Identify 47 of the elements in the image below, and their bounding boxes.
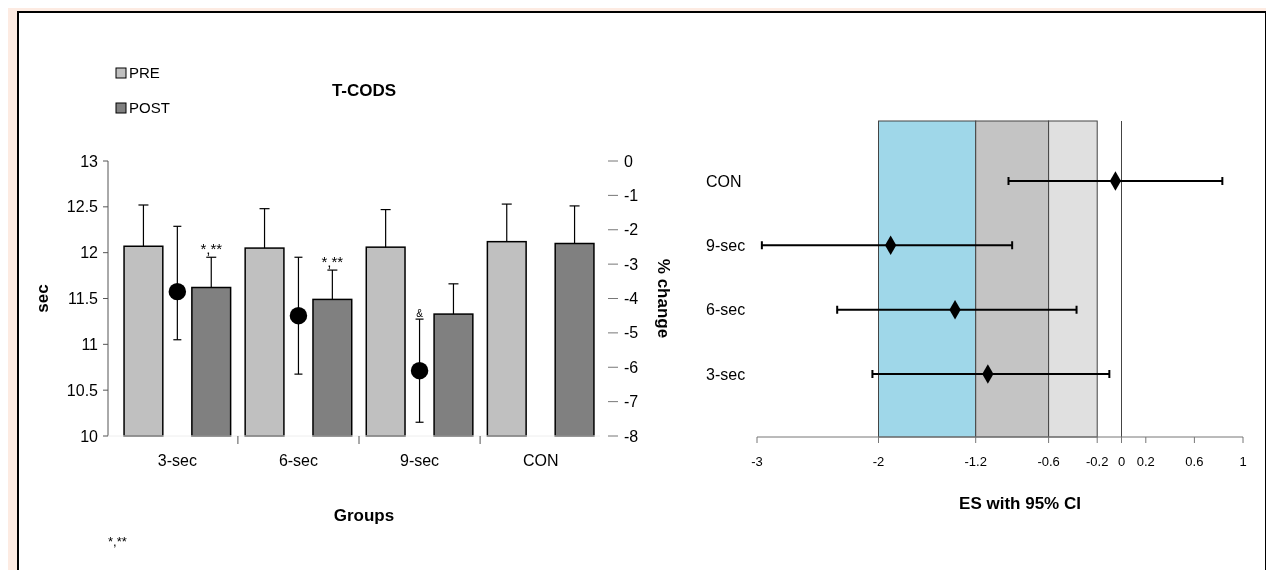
- annotation: *,**: [200, 240, 223, 258]
- y-tick-label: 11: [81, 335, 99, 353]
- x-tick-label: -3: [751, 454, 763, 469]
- y-tick-label: 10.5: [66, 381, 99, 399]
- x-tick-label: -0.2: [1086, 454, 1109, 469]
- y2-axis-title: % change: [654, 258, 673, 339]
- x-axis-title: ES with 95% CI: [959, 494, 1081, 513]
- y2-tick-label: -4: [624, 290, 639, 308]
- point: [410, 361, 429, 380]
- text: *,**: [108, 534, 127, 549]
- y2-tick-label: -1: [624, 186, 639, 204]
- x-tick-label: 0.6: [1185, 454, 1204, 469]
- x-tick-label: -0.6: [1037, 454, 1060, 469]
- y-tick-label: 11.5: [68, 290, 99, 308]
- y2-tick-label: -5: [624, 324, 639, 342]
- x-axis-title: Groups: [333, 506, 395, 525]
- y-tick-label: 12: [80, 244, 99, 262]
- x-tick-label: CON: [522, 452, 559, 469]
- y-tick-label: 6-sec: [706, 301, 746, 319]
- chart-title: T-CODS: [331, 81, 397, 100]
- legend-label: POST: [129, 99, 170, 116]
- y2-tick-label: -3: [624, 255, 639, 273]
- legend-label: PRE: [129, 64, 160, 81]
- y2-tick-label: -6: [624, 358, 639, 376]
- y-tick-label: 13: [80, 152, 99, 170]
- point: [168, 282, 187, 301]
- y-tick-label: 12.5: [66, 198, 99, 216]
- y2-tick-label: -8: [624, 427, 639, 445]
- x-tick-label: 0: [1117, 454, 1126, 469]
- point: [289, 306, 308, 325]
- x-tick-label: 3-sec: [157, 452, 197, 469]
- x-tick-label: 9-sec: [399, 452, 440, 469]
- annotation: &: [416, 307, 424, 319]
- x-tick-label: 1: [1239, 454, 1247, 469]
- x-tick-label: -1.2: [964, 454, 987, 469]
- x-tick-label: 0.2: [1136, 454, 1155, 469]
- y2-tick-label: -2: [624, 221, 639, 239]
- y-tick-label: 10: [80, 427, 99, 445]
- x-tick-label: -2: [872, 454, 885, 469]
- y-tick-label: 3-sec: [706, 365, 746, 383]
- annotation: *,**: [321, 253, 344, 271]
- y2-tick-label: 0: [624, 152, 633, 170]
- y-tick-label: CON: [706, 172, 742, 190]
- y2-tick-label: -7: [624, 393, 639, 411]
- y-tick-label: 9-sec: [706, 236, 746, 254]
- x-tick-label: 6-sec: [278, 452, 319, 469]
- y-axis-title: sec: [33, 284, 52, 313]
